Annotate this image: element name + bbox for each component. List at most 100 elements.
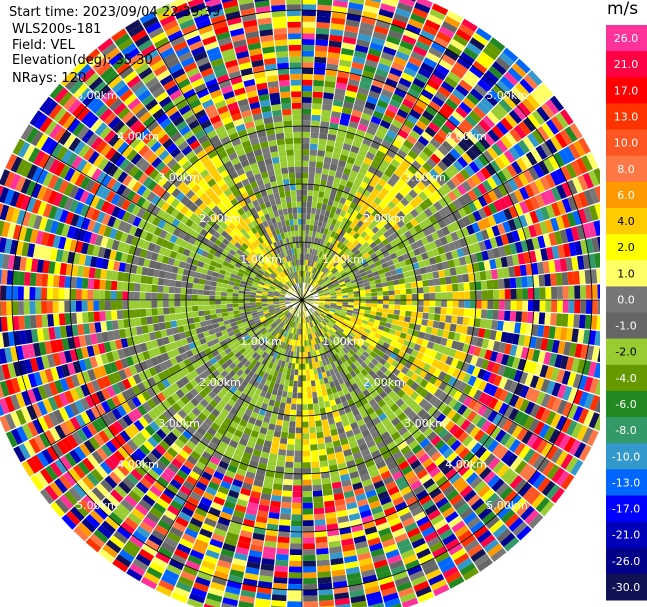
velocity-gate — [492, 413, 503, 426]
velocity-gate — [232, 306, 239, 311]
velocity-gate — [414, 195, 424, 205]
velocity-gate — [370, 115, 382, 125]
velocity-gate — [334, 322, 341, 328]
velocity-gate — [324, 500, 335, 508]
velocity-gate — [428, 100, 441, 112]
velocity-gate — [550, 487, 565, 504]
velocity-gate — [114, 485, 128, 499]
velocity-gate — [491, 173, 503, 187]
velocity-gate — [328, 356, 334, 364]
velocity-gate — [237, 354, 245, 362]
velocity-gate — [260, 493, 272, 501]
velocity-gate — [318, 594, 334, 602]
velocity-gate — [380, 316, 388, 323]
velocity-gate — [289, 554, 302, 561]
velocity-gate — [334, 415, 342, 424]
velocity-gate — [401, 384, 411, 393]
velocity-gate — [302, 21, 316, 28]
velocity-gate — [413, 343, 422, 352]
velocity-gate — [247, 390, 255, 399]
velocity-gate — [394, 114, 406, 124]
velocity-gate — [305, 283, 308, 289]
velocity-gate — [412, 300, 418, 306]
velocity-gate — [482, 115, 496, 129]
velocity-gate — [594, 185, 600, 202]
velocity-gate — [435, 300, 442, 307]
velocity-gate — [383, 361, 392, 369]
velocity-gate — [311, 320, 316, 327]
velocity-gate — [317, 316, 323, 322]
velocity-gate — [435, 175, 446, 187]
velocity-gate — [252, 532, 265, 541]
velocity-gate — [363, 484, 375, 493]
velocity-gate — [531, 110, 546, 126]
velocity-gate — [477, 261, 486, 272]
velocity-gate — [247, 363, 255, 371]
velocity-gate — [386, 259, 394, 267]
velocity-gate — [540, 102, 555, 119]
velocity-gate — [555, 168, 567, 184]
velocity-gate — [445, 152, 457, 164]
velocity-gate — [360, 334, 368, 341]
velocity-gate — [346, 358, 354, 366]
velocity-gate — [436, 328, 444, 337]
velocity-gate — [277, 536, 290, 544]
velocity-gate — [356, 340, 363, 348]
velocity-gate — [524, 373, 534, 387]
velocity-gate — [394, 134, 406, 144]
velocity-gate — [327, 311, 334, 316]
velocity-gate — [477, 79, 492, 93]
velocity-gate — [331, 17, 346, 25]
velocity-gate — [535, 377, 545, 391]
velocity-gate — [470, 459, 483, 472]
velocity-gate — [193, 316, 200, 323]
velocity-gate — [227, 398, 236, 407]
velocity-gate — [328, 343, 334, 351]
velocity-gate — [247, 356, 255, 364]
velocity-gate — [285, 461, 294, 468]
velocity-gate — [456, 342, 465, 352]
velocity-gate — [578, 444, 592, 462]
velocity-gate — [406, 300, 413, 306]
velocity-gate — [390, 403, 399, 413]
velocity-gate — [352, 140, 362, 149]
velocity-gate — [261, 558, 275, 566]
velocity-gate — [396, 201, 406, 211]
velocity-gate — [432, 68, 447, 81]
velocity-gate — [583, 189, 594, 206]
velocity-gate — [280, 315, 286, 321]
velocity-gate — [361, 162, 370, 171]
velocity-gate — [343, 555, 358, 564]
velocity-gate — [97, 525, 113, 539]
velocity-gate — [388, 264, 396, 271]
velocity-gate — [302, 230, 306, 237]
velocity-gate — [338, 468, 349, 476]
velocity-gate — [373, 196, 382, 205]
velocity-gate — [589, 378, 599, 394]
velocity-gate — [553, 431, 566, 447]
velocity-gate — [302, 62, 314, 69]
velocity-gate — [196, 441, 208, 451]
velocity-gate — [370, 252, 378, 260]
velocity-gate — [200, 320, 207, 327]
velocity-gate — [319, 185, 326, 193]
velocity-gate — [427, 224, 437, 234]
velocity-gate — [556, 184, 567, 200]
velocity-gate — [384, 455, 395, 465]
velocity-gate — [191, 587, 207, 598]
velocity-gate — [495, 482, 509, 496]
velocity-gate — [335, 287, 342, 291]
velocity-gate — [348, 297, 355, 300]
velocity-gate — [329, 34, 343, 42]
velocity-gate — [203, 300, 210, 306]
velocity-gate — [233, 509, 245, 519]
velocity-gate — [415, 375, 424, 385]
velocity-gate — [329, 423, 337, 431]
velocity-gate — [596, 315, 600, 331]
velocity-gate — [322, 267, 328, 273]
velocity-gate — [528, 470, 542, 486]
velocity-gate — [470, 520, 485, 534]
velocity-gate — [430, 450, 442, 462]
velocity-gate — [356, 357, 364, 365]
velocity-gate — [513, 175, 524, 189]
